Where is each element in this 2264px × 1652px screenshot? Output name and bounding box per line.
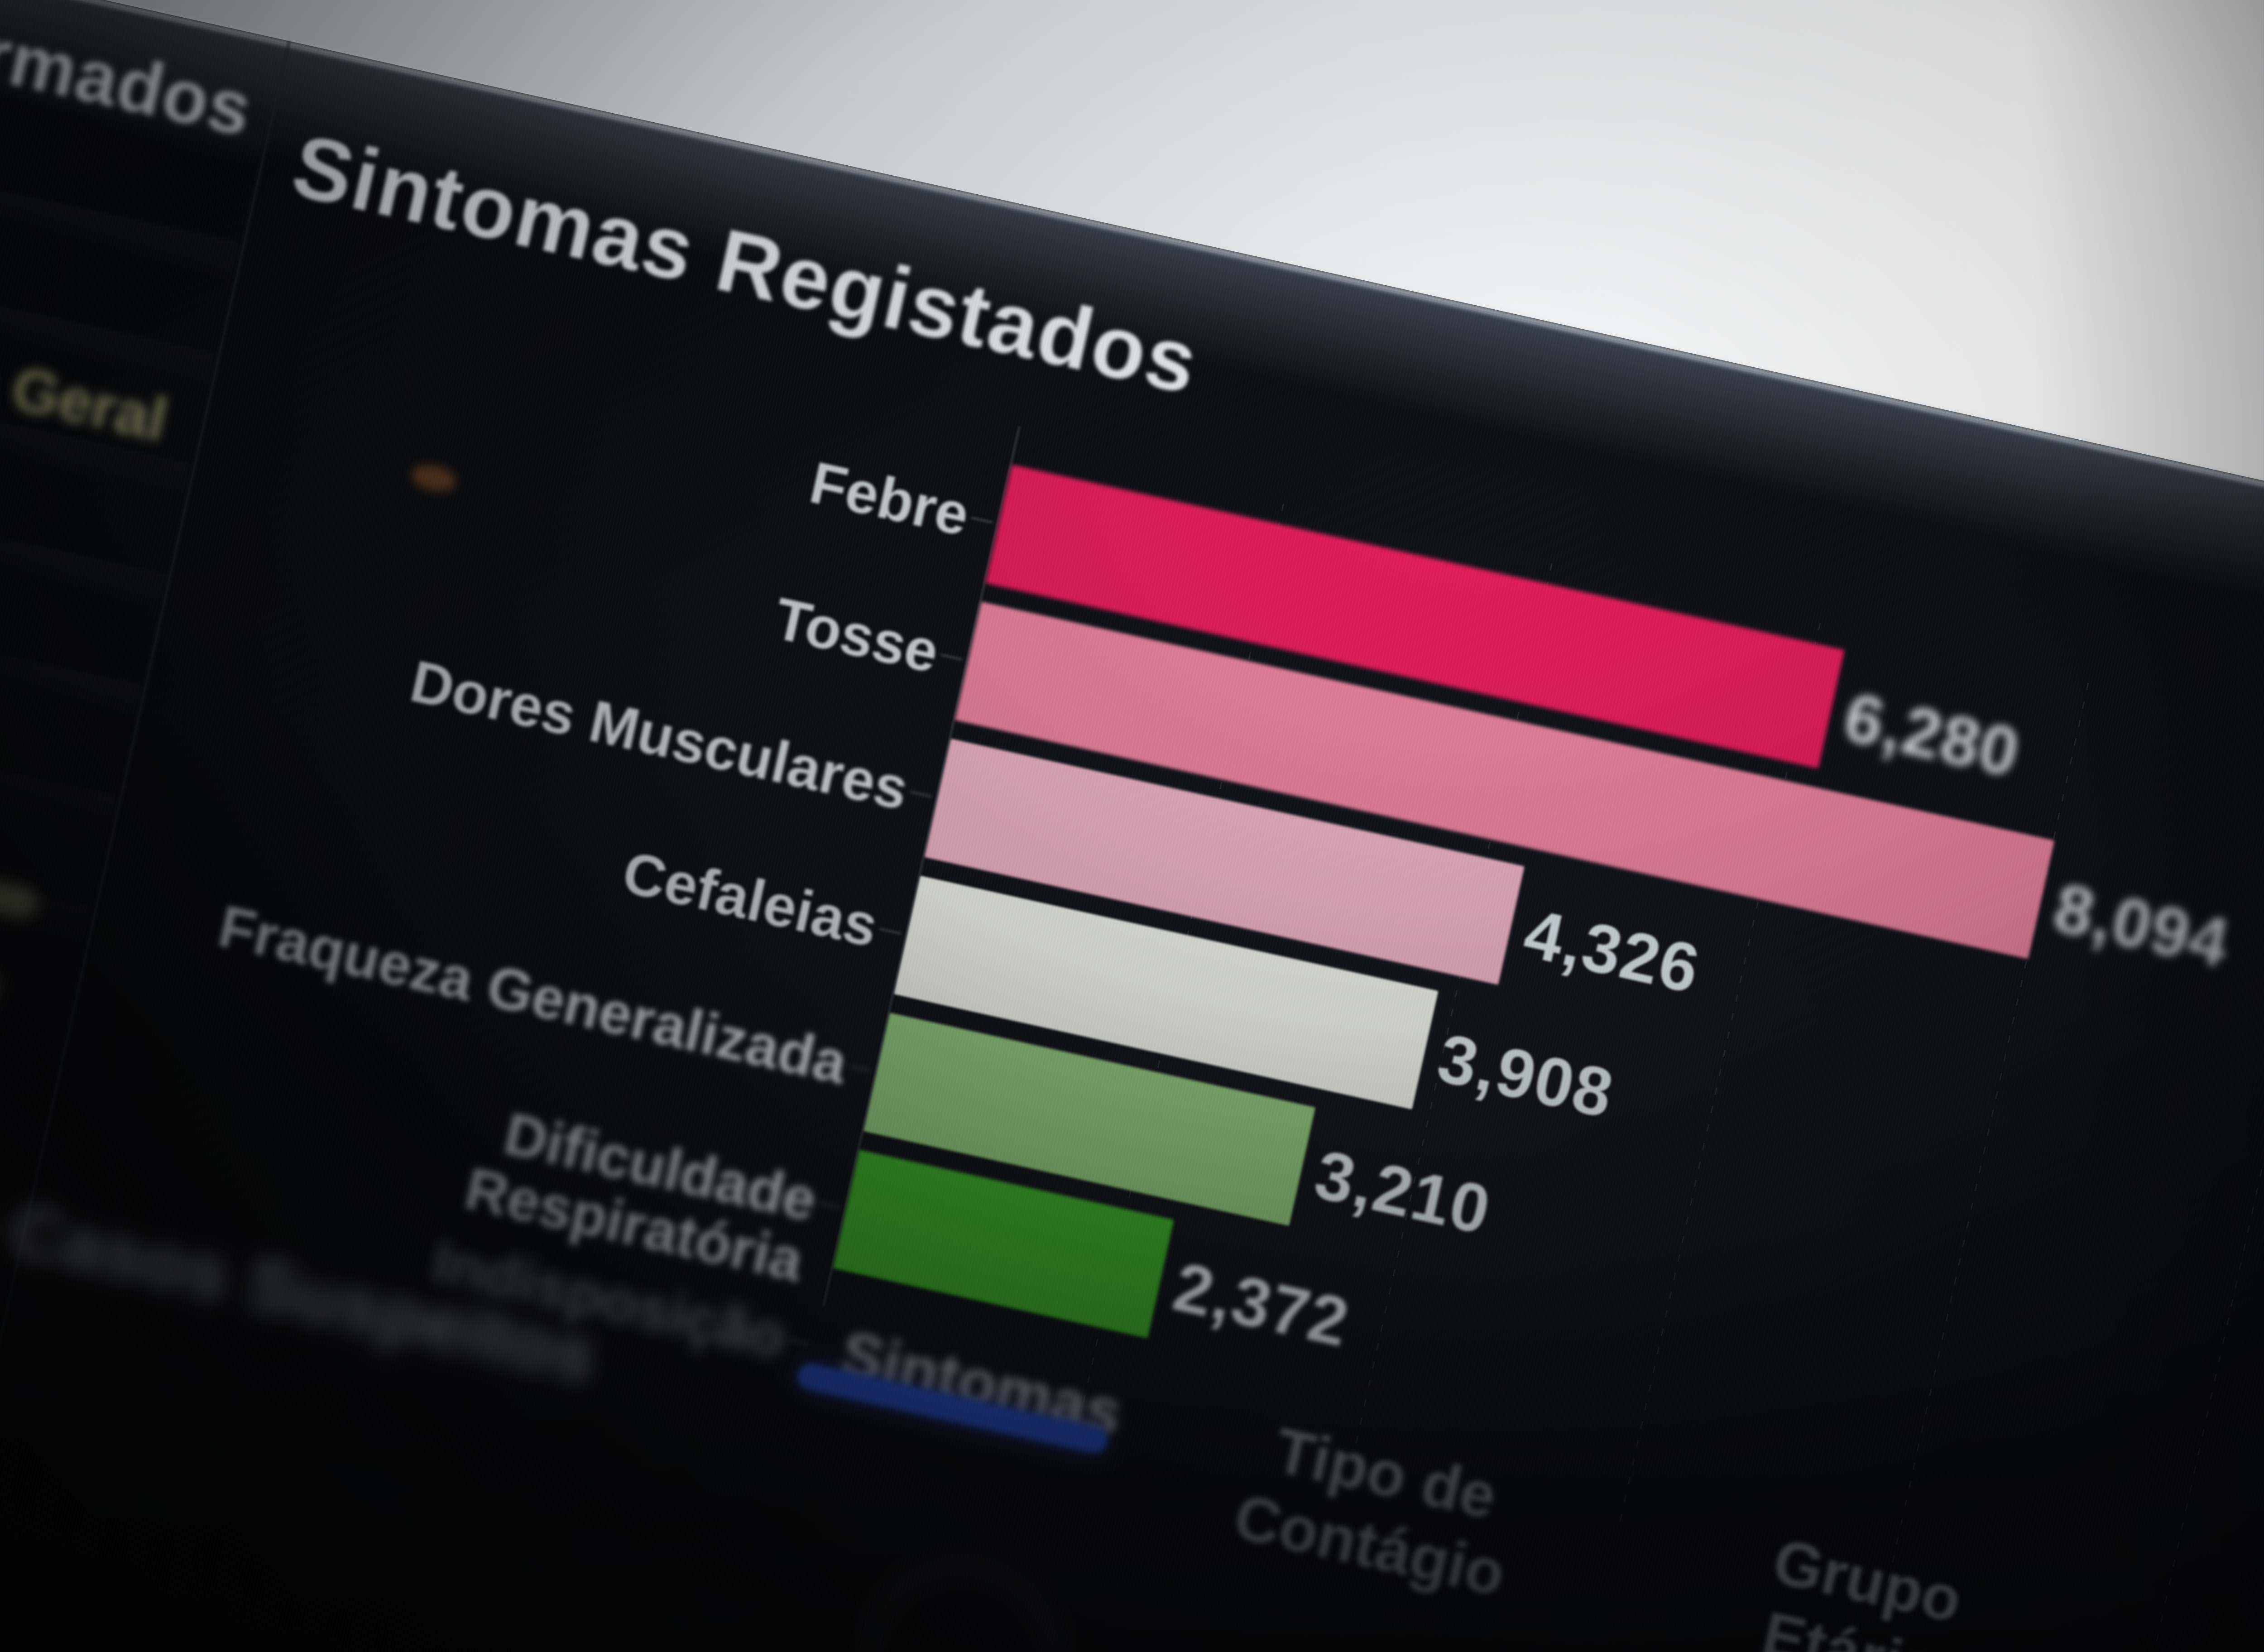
axis-tick	[879, 928, 901, 934]
bar-value-cefaleias: 3,908	[1431, 1018, 1621, 1134]
bar-value-febre: 6,280	[1837, 677, 2027, 793]
axis-tick	[940, 654, 962, 660]
axis-tick	[910, 791, 932, 797]
bar-value-dores-musculares: 4,326	[1517, 893, 1707, 1009]
bar-value-dificuldade-respiratoria: 2,372	[1166, 1247, 1356, 1363]
photo-of-monitor: Confirmados Vista Geral Sintomas Regista…	[0, 0, 2264, 1652]
axis-tick	[819, 1202, 840, 1208]
bar-value-fraqueza-generalizada: 3,210	[1308, 1135, 1498, 1251]
axis-tick	[971, 517, 993, 523]
axis-tick	[849, 1065, 871, 1071]
bar-value-tosse: 8,094	[2047, 868, 2237, 984]
axis-tick	[788, 1339, 810, 1345]
donut-chart-edge	[835, 1532, 1089, 1652]
monitor-screen: Confirmados Vista Geral Sintomas Regista…	[0, 0, 2264, 1652]
